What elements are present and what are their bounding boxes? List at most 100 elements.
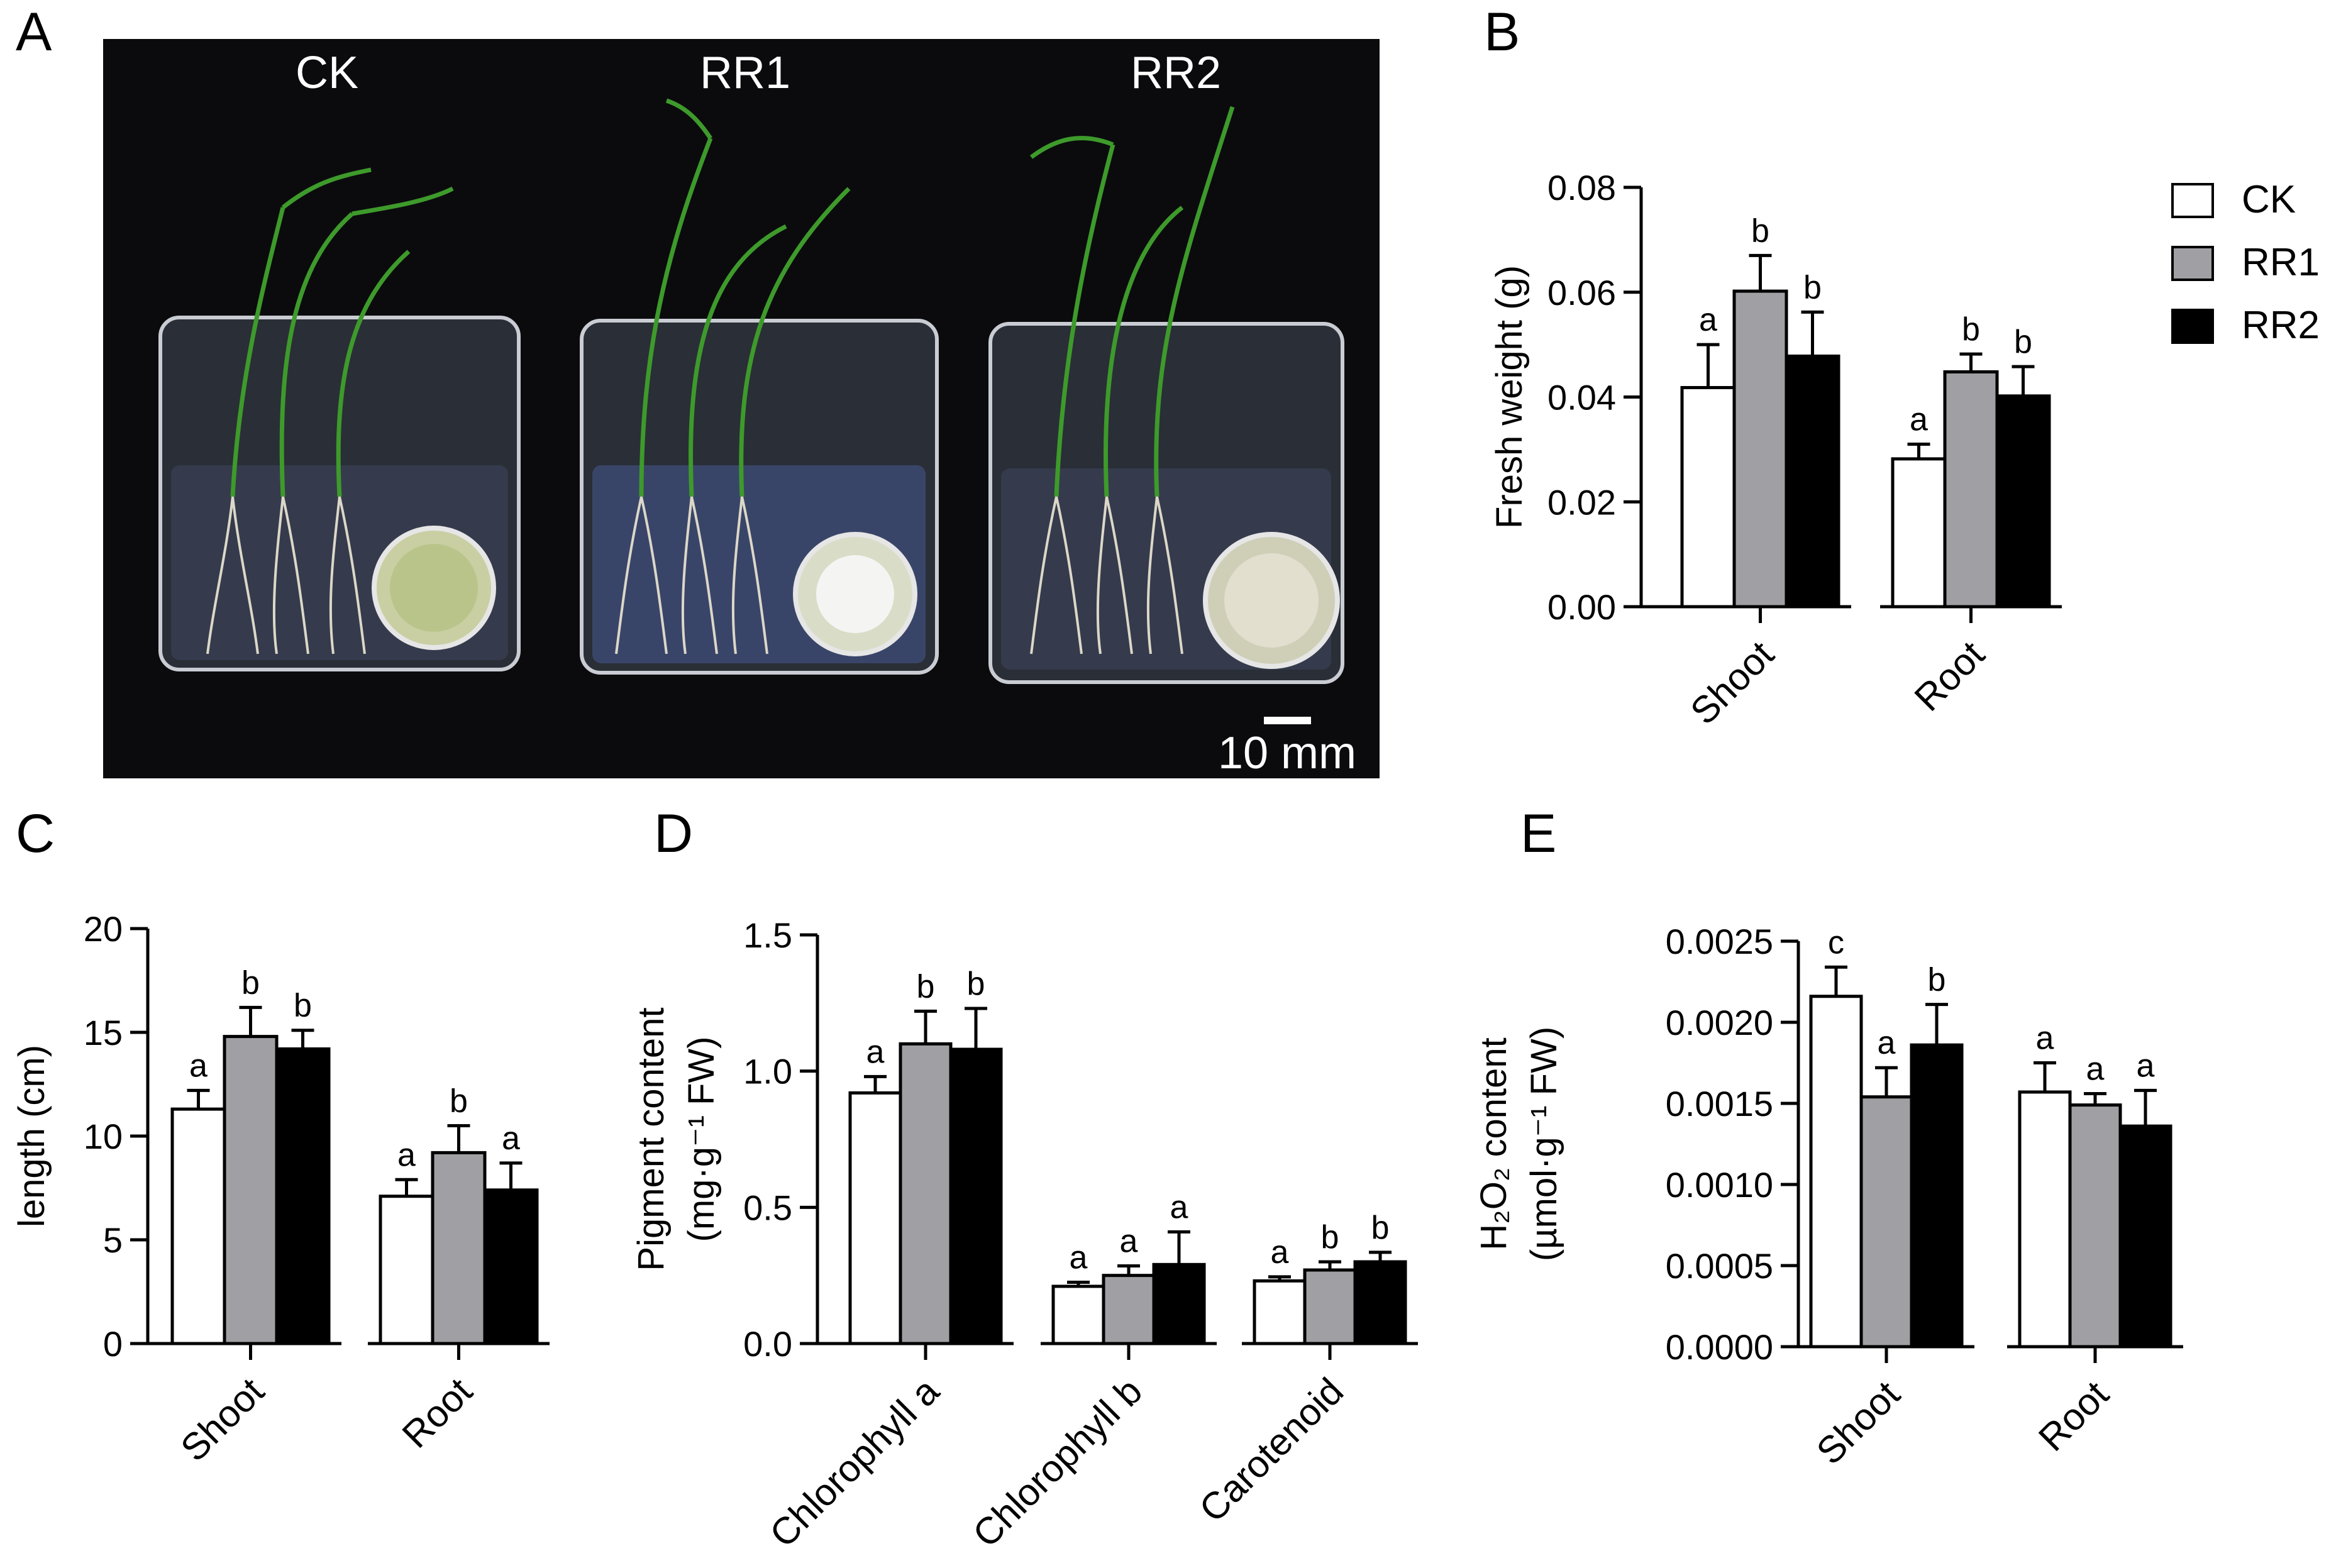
bar: [949, 1047, 1003, 1345]
y-axis-label: Pigment content: [631, 1007, 672, 1271]
panel-letter-e: E: [1520, 803, 1556, 864]
chart-b: B 0.00 0.02 0.04 0.06 0.08 Fresh weight (g) Sho…: [1484, 2, 2062, 732]
significance-letter: a: [866, 1034, 885, 1070]
x-tick-label: Shoot: [172, 1370, 272, 1469]
legend-swatch-rr2: [2171, 309, 2214, 344]
y-tick-label: 1.0: [743, 1052, 792, 1091]
bar: [848, 1091, 902, 1345]
y-tick-label: 0.04: [1547, 378, 1616, 417]
significance-letter: b: [1928, 962, 1946, 998]
legend-swatch-rr1: [2171, 246, 2214, 281]
scale-bar: [1264, 717, 1311, 724]
significance-letter: a: [2137, 1047, 2155, 1084]
bar: [1680, 385, 1736, 609]
y-tick-label: 0.02: [1547, 482, 1616, 522]
y-axis-label: length (cm): [11, 1045, 52, 1227]
bar: [1253, 1279, 1307, 1345]
bar: [170, 1107, 226, 1345]
group-label-ck: CK: [296, 48, 358, 98]
y-tick-label: 0.0025: [1666, 922, 1773, 961]
y-tick-label: 0.08: [1547, 168, 1616, 207]
y-tick-label: 5: [103, 1220, 123, 1260]
y-tick-label: 0.5: [743, 1188, 792, 1227]
panel-letter-a: A: [16, 2, 52, 62]
significance-letter: c: [1828, 924, 1844, 961]
significance-letter: b: [2014, 324, 2032, 360]
bar: [1353, 1260, 1407, 1345]
x-tick-label: Root: [2030, 1373, 2117, 1459]
bar: [431, 1151, 487, 1345]
y-axis-label: Fresh weight (g): [1489, 265, 1530, 529]
bar: [1910, 1043, 1964, 1349]
y-tick-label: 1.5: [743, 915, 792, 955]
bar: [899, 1042, 953, 1345]
bar: [1809, 995, 1863, 1349]
y-tick-label: 0.0: [743, 1324, 792, 1364]
significance-letter: a: [502, 1120, 520, 1157]
bar: [1943, 370, 1999, 609]
y-tick-label: 0.0020: [1666, 1003, 1773, 1042]
x-tick-label: Shoot: [1682, 633, 1781, 732]
x-tick-label: Carotenoid: [1191, 1370, 1351, 1530]
y-tick-label: 0: [103, 1324, 123, 1364]
y-tick-label: 10: [84, 1117, 123, 1156]
bar: [1859, 1095, 1913, 1349]
y-tick-label: 0.00: [1547, 587, 1616, 627]
significance-letter: a: [1271, 1234, 1289, 1271]
y-axis-label: H₂O₂ content: [1473, 1037, 1514, 1250]
bar: [1303, 1268, 1357, 1345]
chart-e: E 0.0000 0.0005 0.0010 0.0015 0.0020 0.0025 H₂O…: [1473, 803, 2183, 1472]
significance-letter: b: [917, 968, 935, 1005]
bar: [223, 1035, 279, 1345]
bar: [1051, 1284, 1105, 1345]
petri-dish-rr2: [988, 106, 1344, 684]
y-tick-label: 20: [84, 909, 123, 949]
bar: [1891, 457, 1947, 609]
x-tick-label: Shoot: [1808, 1373, 1908, 1472]
bar: [2118, 1124, 2172, 1349]
chart-d: D 0.0 0.5 1.0 1.5 Pigment content (mg·g⁻¹ FW) C…: [631, 803, 1418, 1555]
significance-letter: b: [241, 964, 260, 1001]
bar: [483, 1188, 539, 1345]
significance-letter: a: [1910, 402, 1928, 438]
y-axis-label-units: (mg·g⁻¹ FW): [681, 1037, 722, 1242]
legend-label-rr2: RR2: [2242, 304, 2320, 347]
scale-bar-label: 10 mm: [1218, 728, 1356, 778]
y-tick-label: 0.0005: [1666, 1246, 1773, 1286]
legend-label-ck: CK: [2242, 178, 2296, 221]
bar: [1152, 1262, 1206, 1345]
significance-letter: b: [450, 1083, 468, 1120]
bar: [1102, 1274, 1156, 1345]
bar: [2068, 1103, 2122, 1349]
significance-letter: b: [967, 966, 985, 1002]
group-label-rr2: RR2: [1131, 48, 1221, 98]
significance-letter: a: [1070, 1240, 1088, 1276]
legend-swatch-ck: [2171, 183, 2214, 218]
bar: [379, 1195, 434, 1345]
y-axis-label-units: (µmol·g⁻¹ FW): [1524, 1027, 1564, 1261]
panel-a: A: [16, 2, 1380, 778]
bar: [275, 1047, 331, 1345]
significance-letter: b: [1371, 1210, 1390, 1246]
significance-letter: b: [1751, 213, 1769, 249]
group-label-rr1: RR1: [700, 48, 790, 98]
significance-letter: b: [294, 988, 312, 1024]
panel-letter-d: D: [654, 803, 693, 864]
panel-letter-b: B: [1484, 2, 1520, 62]
panel-letter-c: C: [16, 803, 55, 864]
x-tick-label: Root: [394, 1370, 480, 1456]
bar: [1785, 354, 1840, 609]
legend: CK RR1 RR2: [2171, 178, 2320, 347]
significance-letter: b: [1321, 1219, 1339, 1256]
significance-letter: a: [189, 1047, 208, 1084]
significance-letter: a: [1699, 302, 1717, 338]
x-tick-label: Chlorophyll b: [965, 1370, 1150, 1555]
significance-letter: a: [2086, 1051, 2105, 1088]
bar: [1732, 289, 1788, 609]
significance-letter: a: [397, 1137, 416, 1173]
petri-dish-ck: [158, 167, 521, 671]
y-tick-label: 0.0010: [1666, 1165, 1773, 1205]
